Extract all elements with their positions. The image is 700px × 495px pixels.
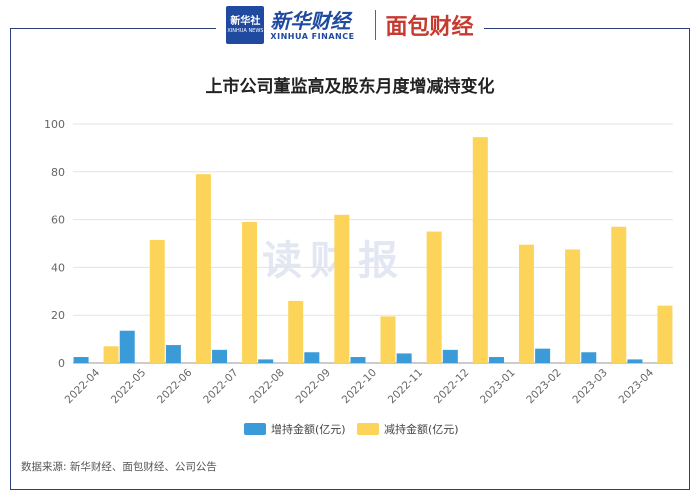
bar	[195, 174, 211, 363]
legend-label: 增持金额(亿元)	[271, 422, 346, 436]
header-logos: 新华社 XINHUA NEWS 新华财经 XINHUA FINANCE 面包财经	[216, 2, 484, 48]
x-tick-label: 2022-06	[155, 366, 195, 406]
bar	[334, 214, 350, 363]
bar	[565, 249, 581, 363]
y-tick-label: 80	[51, 166, 65, 179]
x-tick-label: 2022-09	[293, 367, 333, 407]
bar	[518, 244, 534, 363]
x-tick-label: 2022-04	[63, 366, 103, 406]
bar	[242, 221, 258, 363]
bar	[581, 352, 597, 363]
legend-swatch	[244, 423, 266, 435]
chart-title: 上市公司董监高及股东月度增减持变化	[205, 77, 495, 97]
brand-en: XINHUA FINANCE	[270, 31, 355, 41]
bar	[103, 346, 119, 363]
bar	[488, 357, 504, 363]
partner-brand: 面包财经	[385, 14, 474, 40]
x-tick-label: 2022-11	[386, 367, 426, 407]
legend-label: 减持金额(亿元)	[384, 422, 459, 436]
bar	[426, 231, 442, 363]
x-tick-label: 2022-05	[109, 367, 149, 407]
bar	[304, 352, 320, 363]
y-tick-label: 20	[51, 309, 65, 322]
bar	[627, 359, 643, 363]
bar	[442, 349, 458, 363]
data-source: 数据来源: 新华财经、面包财经、公司公告	[21, 461, 217, 473]
legend-swatch	[357, 423, 379, 435]
x-tick-label: 2023-01	[478, 367, 518, 407]
bar	[350, 357, 366, 363]
bar	[472, 137, 488, 363]
bar	[380, 316, 396, 363]
bar	[258, 359, 274, 363]
x-tick-label: 2023-02	[524, 367, 564, 407]
bar	[119, 330, 135, 363]
bar	[611, 226, 627, 363]
y-tick-label: 100	[44, 118, 65, 131]
x-tick-label: 2023-04	[617, 366, 657, 406]
watermark: 读财报	[262, 238, 406, 284]
x-tick-label: 2022-07	[201, 367, 241, 407]
header: 新华社 XINHUA NEWS 新华财经 XINHUA FINANCE 面包财经	[0, 0, 700, 50]
brand-cn: 新华财经	[270, 8, 351, 33]
x-tick-label: 2022-10	[340, 367, 380, 407]
x-tick-label: 2023-03	[570, 367, 610, 407]
bar	[212, 349, 228, 363]
bar	[535, 348, 551, 363]
x-tick-label: 2022-08	[247, 367, 287, 407]
bar	[396, 353, 412, 363]
xinhua-logo-subtext: XINHUA NEWS	[227, 27, 264, 34]
bar	[288, 300, 304, 363]
bar	[149, 239, 165, 363]
xinhua-logo-text: 新华社	[230, 15, 261, 27]
bar	[657, 305, 673, 363]
bar	[165, 345, 181, 363]
bar	[73, 357, 89, 363]
y-tick-label: 0	[58, 357, 65, 370]
header-divider	[374, 10, 376, 40]
y-tick-label: 60	[51, 214, 65, 227]
xinhua-logo: 新华社 XINHUA NEWS	[226, 6, 265, 44]
xinhua-finance-brand: 新华财经 XINHUA FINANCE	[270, 10, 354, 41]
x-tick-label: 2022-12	[432, 367, 472, 407]
y-tick-label: 40	[51, 261, 65, 274]
